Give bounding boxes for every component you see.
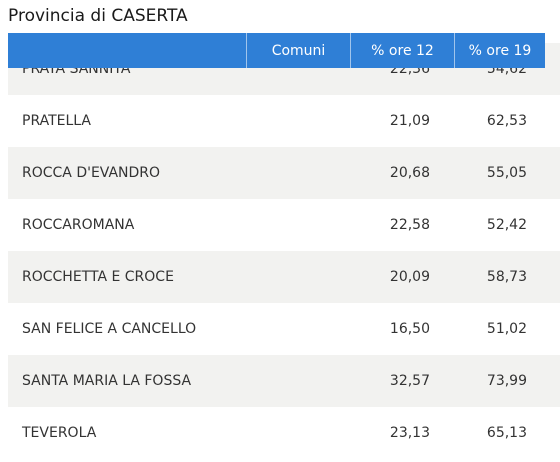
table-row: ROCCHETTA E CROCE 20,09 58,73 xyxy=(8,251,560,303)
value-ore-12: 32,57 xyxy=(389,373,430,389)
value-ore-19: 65,13 xyxy=(486,425,527,441)
value-ore-19: 52,42 xyxy=(486,217,527,233)
value-ore-19: 51,02 xyxy=(486,321,527,337)
table-row: ROCCA D'EVANDRO 20,68 55,05 xyxy=(8,147,560,199)
table-row: TEVEROLA 23,13 65,13 xyxy=(8,407,560,459)
value-ore-19: 73,99 xyxy=(486,373,527,389)
value-ore-19: 62,53 xyxy=(486,113,527,129)
table-header: Comuni % ore 12 % ore 19 xyxy=(8,33,545,68)
value-ore-12: 23,13 xyxy=(389,425,430,441)
comune-name: PRATELLA xyxy=(22,113,91,129)
table-row: ROCCAROMANA 22,58 52,42 xyxy=(8,199,560,251)
header-blank-cell xyxy=(8,33,246,68)
value-ore-12: 16,50 xyxy=(389,321,430,337)
table-row: PRATELLA 21,09 62,53 xyxy=(8,95,560,147)
header-ore-19[interactable]: % ore 19 xyxy=(454,33,545,68)
comune-name: TEVEROLA xyxy=(22,425,97,441)
comune-name: ROCCHETTA E CROCE xyxy=(22,269,174,285)
value-ore-19: 55,05 xyxy=(486,165,527,181)
value-ore-12: 22,58 xyxy=(389,217,430,233)
table-body: PRATA SANNITA 22,36 54,62 PRATELLA 21,09… xyxy=(8,43,560,459)
value-ore-12: 21,09 xyxy=(389,113,430,129)
value-ore-19: 58,73 xyxy=(486,269,527,285)
value-ore-12: 20,09 xyxy=(389,269,430,285)
table-row: SANTA MARIA LA FOSSA 32,57 73,99 xyxy=(8,355,560,407)
comune-name: ROCCAROMANA xyxy=(22,217,135,233)
header-ore-12[interactable]: % ore 12 xyxy=(350,33,454,68)
comune-name: SAN FELICE A CANCELLO xyxy=(22,321,197,337)
page-title: Provincia di CASERTA xyxy=(8,6,188,26)
results-table[interactable]: Comuni % ore 12 % ore 19 PRATA SANNITA 2… xyxy=(8,33,560,462)
header-comuni[interactable]: Comuni xyxy=(246,33,350,68)
table-row: SAN FELICE A CANCELLO 16,50 51,02 xyxy=(8,303,560,355)
comune-name: SANTA MARIA LA FOSSA xyxy=(22,373,192,389)
comune-name: ROCCA D'EVANDRO xyxy=(22,165,161,181)
value-ore-12: 20,68 xyxy=(389,165,430,181)
